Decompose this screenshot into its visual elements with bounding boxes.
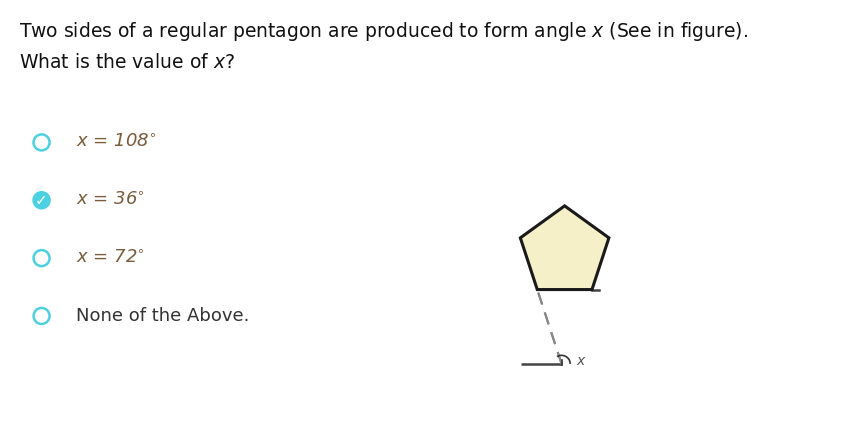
Text: None of the Above.: None of the Above. [76, 307, 249, 325]
Text: ✓: ✓ [36, 193, 48, 208]
Polygon shape [520, 206, 609, 290]
Text: $x$ = 108$^{\circ}$: $x$ = 108$^{\circ}$ [76, 134, 156, 151]
Text: $x$ = 72$^{\circ}$: $x$ = 72$^{\circ}$ [76, 249, 145, 267]
Text: $x$ = 36$^{\circ}$: $x$ = 36$^{\circ}$ [76, 191, 145, 209]
Text: $x$: $x$ [576, 354, 586, 368]
Text: What is the value of $x$?: What is the value of $x$? [19, 53, 235, 73]
Text: Two sides of a regular pentagon are produced to form angle $x$ (See in figure).: Two sides of a regular pentagon are prod… [19, 20, 748, 43]
